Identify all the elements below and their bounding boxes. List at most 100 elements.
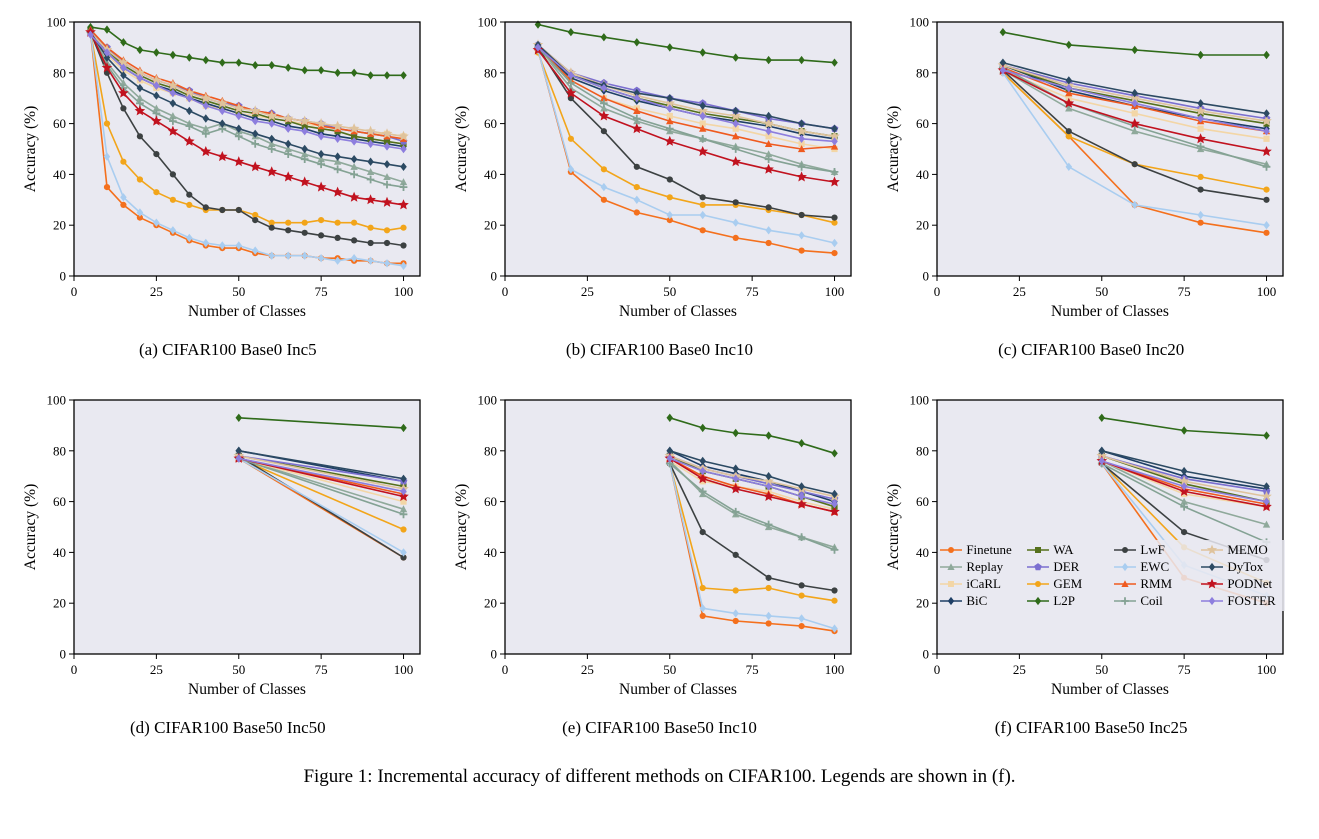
svg-text:40: 40 xyxy=(53,167,66,182)
svg-text:0: 0 xyxy=(923,269,930,284)
diamond-marker-icon xyxy=(1114,562,1137,572)
legend-item-lwf: LwF xyxy=(1113,542,1198,558)
svg-text:75: 75 xyxy=(746,284,759,299)
svg-text:Accuracy (%): Accuracy (%) xyxy=(22,484,39,570)
svg-text:20: 20 xyxy=(916,218,929,233)
svg-text:25: 25 xyxy=(150,284,163,299)
chart-e-canvas: 0 25 50 75 100 0 20 40 60 80 100 Number of Classes A… xyxy=(453,390,865,702)
subplot-a: 0 25 50 75 100 0 20 40 60 80 100 Number of Classes A… xyxy=(20,12,436,390)
svg-text:Number of Classes: Number of Classes xyxy=(188,303,306,320)
svg-text:80: 80 xyxy=(484,443,497,458)
figure-page: 0 25 50 75 100 0 20 40 60 80 100 Number of Classes A… xyxy=(20,12,1299,787)
subplot-e: 0 25 50 75 100 0 20 40 60 80 100 Number of Classes A… xyxy=(452,390,868,748)
diamond-marker-icon xyxy=(1201,562,1224,572)
legend-item-finetune: Finetune xyxy=(939,542,1024,558)
caption-e: (e) CIFAR100 Base50 Inc10 xyxy=(562,718,757,737)
svg-text:25: 25 xyxy=(581,284,594,299)
legend-item-coil: Coil xyxy=(1113,593,1198,609)
svg-text:100: 100 xyxy=(46,393,66,408)
svg-text:50: 50 xyxy=(232,284,245,299)
caption-c: (c) CIFAR100 Base0 Inc20 xyxy=(998,340,1185,359)
legend-label: BiC xyxy=(966,593,988,608)
diamond-marker-icon xyxy=(1027,596,1050,606)
legend-label: RMM xyxy=(1140,576,1173,591)
svg-text:60: 60 xyxy=(53,494,66,509)
legend-item-dytox: DyTox xyxy=(1200,559,1285,575)
circle-marker-icon xyxy=(1114,547,1137,553)
svg-text:Accuracy (%): Accuracy (%) xyxy=(885,484,902,570)
svg-text:100: 100 xyxy=(46,15,66,30)
plus-marker-icon xyxy=(1114,597,1137,605)
svg-text:50: 50 xyxy=(664,284,677,299)
legend-item-ewc: EWC xyxy=(1113,559,1198,575)
svg-text:Accuracy (%): Accuracy (%) xyxy=(453,106,470,192)
svg-text:Accuracy (%): Accuracy (%) xyxy=(885,106,902,192)
svg-text:80: 80 xyxy=(916,65,929,80)
subplot-b: 0 25 50 75 100 0 20 40 60 80 100 Number of Classes A… xyxy=(452,12,868,390)
svg-text:100: 100 xyxy=(910,15,930,30)
svg-text:100: 100 xyxy=(825,662,845,677)
svg-text:40: 40 xyxy=(484,167,497,182)
legend-label: GEM xyxy=(1053,576,1083,591)
svg-text:Accuracy (%): Accuracy (%) xyxy=(453,484,470,570)
caption-b: (b) CIFAR100 Base0 Inc10 xyxy=(565,340,754,359)
svg-text:25: 25 xyxy=(1013,662,1026,677)
svg-text:40: 40 xyxy=(484,545,497,560)
svg-text:80: 80 xyxy=(916,443,929,458)
circle-marker-icon xyxy=(1027,581,1050,587)
legend-label: MEMO xyxy=(1227,542,1268,557)
svg-text:50: 50 xyxy=(1095,284,1108,299)
svg-text:40: 40 xyxy=(916,545,929,560)
legend-item-replay: Replay xyxy=(939,559,1024,575)
svg-text:25: 25 xyxy=(581,662,594,677)
legend-label: EWC xyxy=(1140,559,1170,574)
svg-text:50: 50 xyxy=(664,662,677,677)
legend-item-der: DER xyxy=(1026,559,1111,575)
legend-item-podnet: PODNet xyxy=(1200,576,1285,592)
svg-text:Number of Classes: Number of Classes xyxy=(1051,681,1169,698)
svg-text:100: 100 xyxy=(1257,284,1277,299)
svg-text:0: 0 xyxy=(491,647,498,662)
svg-text:20: 20 xyxy=(916,596,929,611)
svg-text:0: 0 xyxy=(934,662,941,677)
legend-label: FOSTER xyxy=(1227,593,1276,608)
svg-text:100: 100 xyxy=(478,393,498,408)
legend-label: Coil xyxy=(1140,593,1163,608)
svg-text:80: 80 xyxy=(53,443,66,458)
triangle-marker-icon xyxy=(1114,580,1137,587)
svg-text:Accuracy (%): Accuracy (%) xyxy=(22,106,39,192)
legend-label: PODNet xyxy=(1227,576,1273,591)
svg-text:Number of Classes: Number of Classes xyxy=(620,303,738,320)
square-marker-icon xyxy=(1027,547,1050,553)
diamond-marker-icon xyxy=(1201,596,1224,606)
star-marker-icon xyxy=(1201,578,1224,589)
svg-text:20: 20 xyxy=(53,596,66,611)
svg-text:Number of Classes: Number of Classes xyxy=(188,681,306,698)
svg-text:25: 25 xyxy=(1013,284,1026,299)
svg-text:50: 50 xyxy=(232,662,245,677)
chart-d-canvas: 0 25 50 75 100 0 20 40 60 80 100 Number of Classes A… xyxy=(22,390,434,702)
svg-text:0: 0 xyxy=(59,269,66,284)
subplot-c: 0 25 50 75 100 0 20 40 60 80 100 Number of Classes A… xyxy=(883,12,1299,390)
subplot-grid: 0 25 50 75 100 0 20 40 60 80 100 Number of Classes A… xyxy=(20,12,1299,748)
svg-text:40: 40 xyxy=(53,545,66,560)
svg-text:0: 0 xyxy=(923,647,930,662)
svg-text:100: 100 xyxy=(478,15,498,30)
svg-text:100: 100 xyxy=(394,284,414,299)
circle-marker-icon xyxy=(940,547,963,553)
svg-text:100: 100 xyxy=(825,284,845,299)
svg-text:Number of Classes: Number of Classes xyxy=(620,681,738,698)
pentagon-marker-icon xyxy=(1027,563,1050,571)
svg-text:100: 100 xyxy=(394,662,414,677)
svg-text:75: 75 xyxy=(314,284,327,299)
svg-text:0: 0 xyxy=(502,662,509,677)
legend-item-foster: FOSTER xyxy=(1200,593,1285,609)
legend-label: DER xyxy=(1053,559,1080,574)
svg-text:75: 75 xyxy=(1178,284,1191,299)
svg-text:75: 75 xyxy=(746,662,759,677)
legend-item-rmm: RMM xyxy=(1113,576,1198,592)
svg-text:100: 100 xyxy=(1257,662,1277,677)
legend-label: L2P xyxy=(1053,593,1075,608)
legend-item-bic: BiC xyxy=(939,593,1024,609)
svg-text:0: 0 xyxy=(71,662,78,677)
